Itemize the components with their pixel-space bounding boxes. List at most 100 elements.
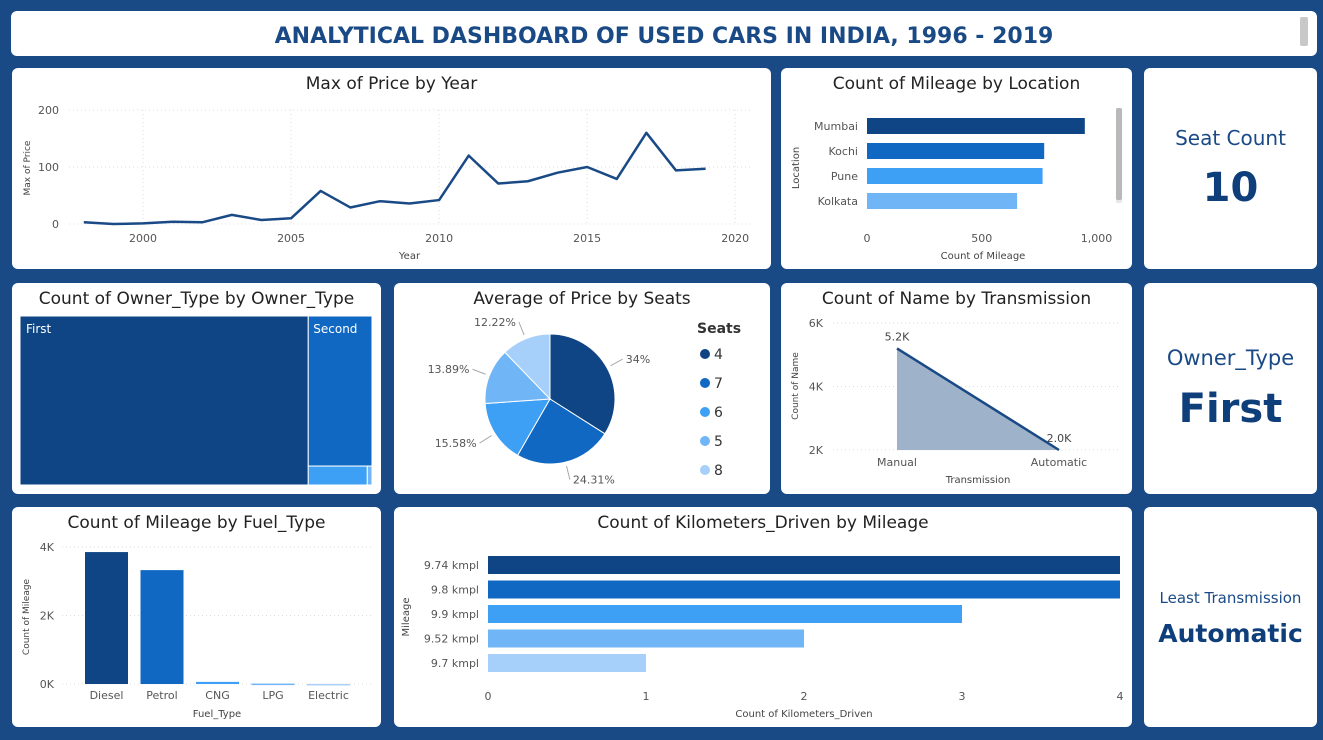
- y-axis-label: Mileage: [401, 598, 412, 637]
- kpi-label: Seat Count: [1175, 126, 1286, 150]
- x-tick-label: 2: [801, 690, 808, 703]
- y-tick-label: 2K: [40, 610, 55, 623]
- label-leader: [472, 368, 486, 375]
- y-tick-label: 4K: [40, 541, 55, 554]
- bar: [867, 118, 1085, 134]
- y-axis-label: Count of Mileage: [22, 578, 32, 655]
- location-scrollbar-thumb[interactable]: [1116, 108, 1122, 200]
- category-label: Pune: [831, 170, 858, 183]
- label-leader: [479, 435, 492, 444]
- chart-title: Count of Mileage by Fuel_Type: [67, 513, 326, 533]
- km-by-mileage-card[interactable]: Count of Kilometers_Driven by Mileage 0 1…: [394, 507, 1132, 727]
- treemap-cell-second: [307, 315, 373, 467]
- x-axis-label: Count of Kilometers_Driven: [735, 709, 872, 720]
- y-tick-label: 200: [38, 104, 59, 117]
- area-line: [896, 347, 1060, 452]
- price-by-seats-pie[interactable]: 34% 24.31% 15.58% 13.89% 12.22% Seats 4 7 6 5 8: [394, 283, 770, 494]
- data-label: 5.2K: [885, 330, 910, 343]
- bar: [488, 629, 804, 648]
- treemap-label: Second: [313, 322, 357, 336]
- x-tick-label: 0: [864, 232, 871, 245]
- chart-title: Count of Owner_Type by Owner_Type: [38, 289, 355, 309]
- legend-marker: [700, 465, 710, 475]
- slice-label: 24.31%: [573, 474, 615, 487]
- owner-type-kpi-card: Owner_Type First: [1144, 283, 1317, 494]
- kpi-value: 10: [1202, 165, 1259, 211]
- bar: [488, 605, 962, 623]
- kpi-value: Automatic: [1158, 619, 1303, 648]
- mileage-by-location-card[interactable]: Count of Mileage by Location Mumbai Kochi…: [781, 68, 1132, 269]
- legend-marker: [700, 349, 710, 359]
- km-by-mileage-chart[interactable]: 0 1 2 3 4 9.74 kmpl 9.8 kmpl 9.9 kmpl 9.52 kmpl 9…: [394, 507, 1132, 727]
- kpi-label: Least Transmission: [1159, 589, 1302, 607]
- header-scrollbar[interactable]: [1300, 17, 1308, 46]
- x-tick-label: 2000: [129, 232, 157, 245]
- category-label: Mumbai: [814, 120, 858, 133]
- pie-slice: [484, 398, 551, 457]
- slice-label: 34%: [626, 353, 650, 366]
- x-tick-label: 4: [1117, 690, 1124, 703]
- pie-slice: [504, 333, 551, 401]
- category-label: 9.9 kmpl: [431, 608, 479, 621]
- legend-label: 6: [714, 405, 723, 421]
- x-axis-label: Fuel_Type: [193, 709, 241, 720]
- owner-type-treemap-card[interactable]: Count of Owner_Type by Owner_Type First S…: [12, 283, 381, 494]
- x-tick-label: 2005: [277, 232, 305, 245]
- pie-slice: [516, 398, 606, 465]
- bar: [867, 143, 1045, 159]
- category-label: 9.8 kmpl: [431, 584, 479, 597]
- x-tick-label: 2015: [573, 232, 601, 245]
- category-label: Petrol: [146, 689, 177, 702]
- category-label: 9.74 kmpl: [424, 559, 479, 572]
- x-tick-label: Automatic: [1031, 456, 1087, 469]
- y-axis-label: Location: [791, 147, 802, 189]
- x-tick-label: 2010: [425, 232, 453, 245]
- bar: [251, 683, 295, 686]
- chart-title: Count of Kilometers_Driven by Mileage: [597, 513, 929, 533]
- legend-label: 7: [714, 376, 723, 392]
- legend-title: Seats: [697, 321, 741, 337]
- dashboard-title: ANALYTICAL DASHBOARD OF USED CARS IN IND…: [274, 24, 1054, 49]
- seat-count-card: Seat Count 10: [1144, 68, 1317, 269]
- category-label: Electric: [308, 689, 349, 702]
- chart-title: Count of Name by Transmission: [821, 289, 1092, 309]
- category-label: CNG: [205, 689, 229, 702]
- category-label: 9.7 kmpl: [431, 657, 479, 670]
- pie-slice: [484, 351, 552, 405]
- bar: [867, 168, 1043, 184]
- x-tick-label: 1: [643, 690, 650, 703]
- bar: [196, 681, 239, 684]
- label-leader: [518, 321, 525, 336]
- price-by-year-card[interactable]: Max of Price by Year 0 100 200 2000 2005 2010…: [12, 68, 771, 269]
- name-by-transmission-chart[interactable]: 2K 4K 6K 5.2K 2.0K Manual Automatic Transmissio…: [781, 283, 1132, 494]
- data-label: 2.0K: [1047, 432, 1072, 445]
- x-tick-label: 1,000: [1081, 232, 1113, 245]
- x-tick-label: 3: [959, 690, 966, 703]
- kpi-value: First: [1178, 386, 1283, 432]
- bar: [488, 556, 1120, 574]
- category-label: Kochi: [829, 145, 858, 158]
- treemap-cell-first: [19, 315, 309, 486]
- x-tick-label: Manual: [877, 456, 917, 469]
- x-axis-label: Transmission: [945, 475, 1011, 486]
- price-by-seats-card[interactable]: Average of Price by Seats 34% 24.31% 15.58…: [394, 283, 770, 494]
- category-label: Kolkata: [818, 195, 858, 208]
- chart-title: Max of Price by Year: [305, 74, 478, 94]
- name-by-transmission-card[interactable]: Count of Name by Transmission 2K 4K 6K 5.2K…: [781, 283, 1132, 494]
- x-tick-label: 2020: [721, 232, 749, 245]
- kpi-label: Owner_Type: [1166, 346, 1295, 370]
- least-transmission-card: Least Transmission Automatic: [1144, 507, 1317, 727]
- category-label: 9.52 kmpl: [424, 633, 479, 646]
- mileage-by-fuel-card[interactable]: Count of Mileage by Fuel_Type 0K 2K 4K Dies…: [12, 507, 381, 727]
- owner-type-treemap[interactable]: First Second: [12, 283, 381, 494]
- legend-marker: [700, 378, 710, 388]
- x-tick-label: 0: [485, 690, 492, 703]
- bar: [867, 193, 1018, 209]
- price-line: [83, 131, 706, 226]
- mileage-by-fuel-chart[interactable]: 0K 2K 4K Diesel Petrol CNG LPG Electric Fuel_Typ…: [12, 507, 381, 727]
- x-tick-label: 500: [971, 232, 992, 245]
- bar: [307, 683, 350, 686]
- y-tick-label: 6K: [809, 317, 824, 330]
